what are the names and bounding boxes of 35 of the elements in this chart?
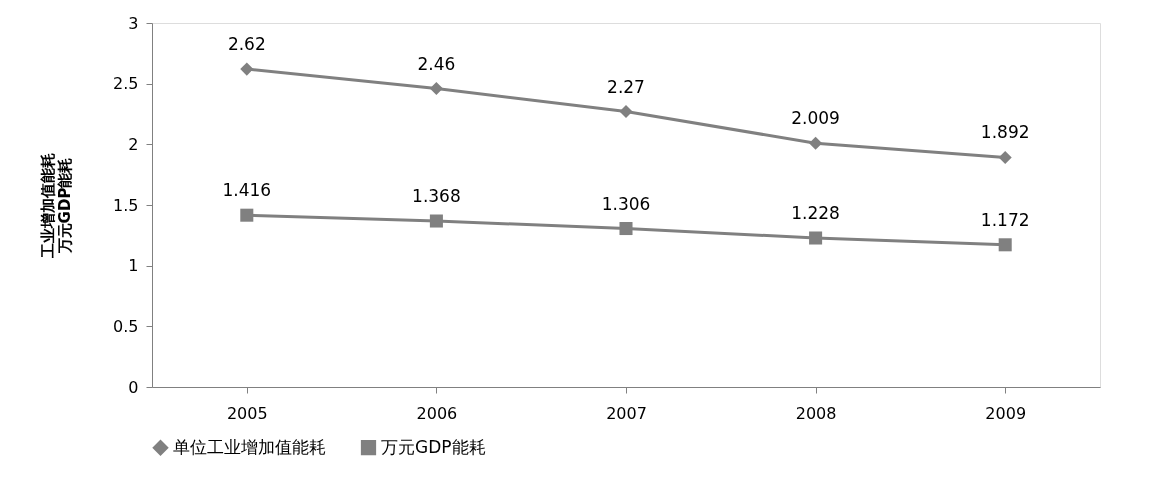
y-tick-label: 3 [128,13,139,33]
y-tick-label: 0.5 [113,316,139,336]
x-tick-label: 2007 [606,403,647,423]
data-label: 1.172 [980,209,1030,230]
point [240,208,254,222]
y-tick-label: 1 [128,256,139,276]
point [429,82,443,96]
x-tick-label: 2009 [985,403,1027,423]
data-label: 2.009 [791,108,840,129]
legend-label: 单位工业增加值能耗 [173,436,326,457]
data-label: 1.892 [980,122,1030,143]
point [809,231,823,245]
point [429,214,443,228]
point [998,150,1012,164]
data-label: 1.416 [222,180,272,201]
y-tick-label: 0 [128,377,139,397]
y-axis-title: 工业增加值能耗万元GDP能耗 [39,153,75,259]
data-label: 1.306 [601,193,651,214]
legend-label: 万元GDP能耗 [381,436,486,457]
y-tick-label: 1.5 [113,195,139,215]
data-label: 1.228 [791,203,840,223]
x-tick-label: 2005 [226,403,268,423]
y-tick-label: 2.5 [113,74,139,94]
point [998,238,1012,252]
point [240,62,254,76]
point [619,105,633,119]
y-tick-label: 2 [128,134,139,154]
data-label: 2.27 [607,76,645,97]
point [809,136,823,150]
data-label: 2.46 [417,53,456,74]
point [619,222,633,236]
x-tick-label: 2006 [416,403,458,423]
data-label: 1.368 [412,186,461,207]
x-tick-label: 2008 [795,403,837,423]
data-label: 2.62 [227,34,266,55]
